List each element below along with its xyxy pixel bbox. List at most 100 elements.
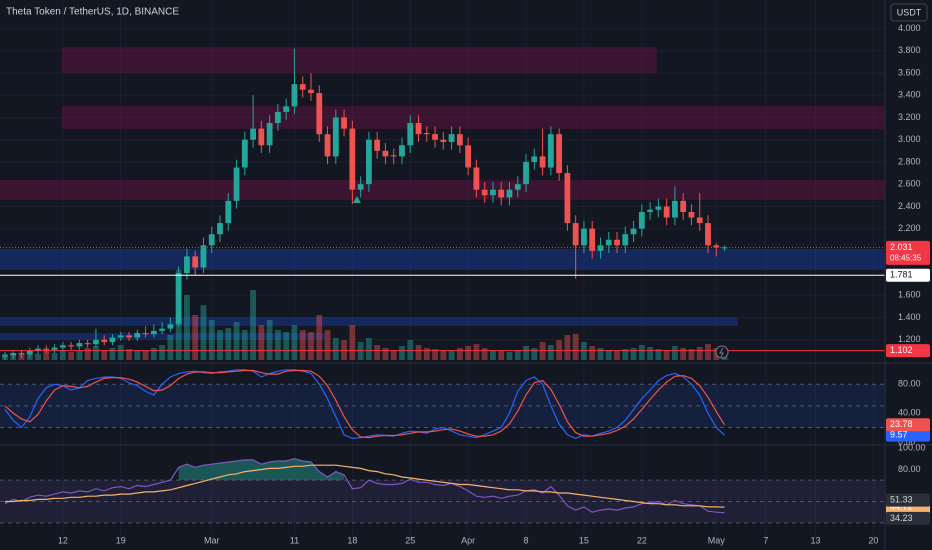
volume-bar — [84, 348, 91, 360]
candle-body — [382, 150, 389, 157]
volume-bar — [589, 346, 596, 360]
volume-bar — [341, 340, 347, 360]
candle-body — [357, 184, 364, 190]
last-price-tag — [886, 240, 930, 265]
x-tick-label: 13 — [811, 535, 821, 545]
candle-body — [109, 337, 116, 342]
candle-body — [316, 93, 323, 135]
x-tick-label: 18 — [347, 535, 357, 545]
candle-body — [59, 345, 66, 348]
candle-body — [663, 206, 670, 218]
volume-bar — [647, 347, 653, 360]
alert-icon[interactable] — [715, 345, 729, 359]
zone — [0, 248, 885, 270]
x-tick-label: 7 — [763, 535, 768, 545]
candle-body — [423, 133, 430, 135]
candle-body — [432, 134, 438, 140]
x-tick-label: 11 — [290, 535, 299, 545]
volume-bar — [696, 347, 703, 360]
candle-body — [241, 139, 248, 168]
candle-body — [647, 209, 653, 212]
candle-body — [225, 200, 232, 224]
volume-bar — [564, 335, 571, 360]
volume-bar — [407, 340, 414, 360]
candle-body — [581, 228, 587, 246]
candle-body — [539, 156, 546, 168]
candle-body — [597, 245, 604, 251]
candle-body — [688, 211, 695, 218]
volume-bar — [241, 330, 248, 360]
x-tick-label: 19 — [116, 535, 126, 545]
candle-body — [456, 134, 463, 146]
candle-body — [26, 350, 33, 355]
zone — [0, 332, 326, 340]
volume-bar — [672, 346, 678, 360]
last-price-label: 2.031 — [890, 242, 913, 252]
candle-body — [672, 200, 678, 218]
volume-bar — [101, 350, 108, 360]
candle-body — [93, 339, 99, 345]
candle-body — [283, 106, 290, 112]
rsi-bandval-tag — [886, 511, 930, 525]
y-tick-label: 2.400 — [898, 201, 921, 211]
stoch_rsi-line — [4, 369, 726, 439]
volume-bar — [556, 340, 563, 360]
candle-body — [2, 355, 8, 357]
volume-bar — [349, 325, 356, 360]
y-tick-label: 4.000 — [898, 23, 921, 33]
volume-bar — [275, 330, 281, 360]
candle-body — [101, 339, 108, 342]
zone — [62, 47, 657, 74]
level-tag — [886, 344, 930, 358]
candle-body — [208, 234, 215, 246]
stoch_rsi-last-tag — [886, 428, 930, 442]
rsi-bandval-label: 51.33 — [890, 494, 913, 504]
volume-bar — [250, 290, 256, 360]
rsi-tick-label: 80.00 — [898, 464, 921, 474]
candle-body — [150, 330, 157, 335]
stoch_rsi-last-label: 9.57 — [890, 429, 908, 439]
volume-bar — [233, 322, 240, 360]
candle-body — [713, 245, 720, 248]
y-tick-label: 2.600 — [898, 179, 921, 189]
currency-button[interactable] — [890, 3, 928, 22]
volume-bar — [622, 349, 629, 360]
volume-bar — [680, 348, 687, 360]
volume-bar — [291, 325, 298, 360]
candle-body — [655, 206, 662, 210]
candle-body — [589, 228, 596, 251]
stoch_rsi-tick-label: 40.00 — [898, 407, 921, 417]
candle-body — [399, 145, 405, 157]
volume-bar — [630, 348, 637, 360]
volume-bar — [159, 345, 166, 360]
candle-body — [365, 139, 372, 185]
x-tick-label: Mar — [204, 535, 220, 545]
volume-bar — [390, 350, 397, 360]
y-tick-label: 1.400 — [898, 312, 921, 322]
candle-body — [217, 223, 223, 235]
volume-bar — [663, 350, 670, 360]
candle-body — [705, 223, 711, 246]
zone — [62, 106, 885, 130]
candle-body — [415, 123, 422, 135]
volume-bar — [688, 349, 695, 360]
candle-body — [465, 145, 472, 168]
y-tick-label: 3.400 — [898, 90, 921, 100]
candle-body — [506, 189, 513, 198]
candle-body — [51, 347, 58, 350]
x-tick-label: 25 — [405, 535, 415, 545]
x-tick-label: Apr — [461, 535, 475, 545]
volume-bar — [382, 348, 389, 360]
candle-body — [308, 89, 314, 94]
volume-bar — [638, 345, 645, 360]
candle-body — [233, 167, 240, 201]
volume-bar — [506, 352, 513, 360]
candle-body — [299, 84, 306, 90]
volume-bar — [134, 350, 141, 360]
zone — [0, 180, 885, 200]
volume-bar — [456, 348, 463, 360]
candle-body — [564, 173, 571, 224]
candle-body — [68, 345, 75, 347]
candle-body — [291, 84, 298, 107]
y-tick-label: 2.800 — [898, 156, 921, 166]
